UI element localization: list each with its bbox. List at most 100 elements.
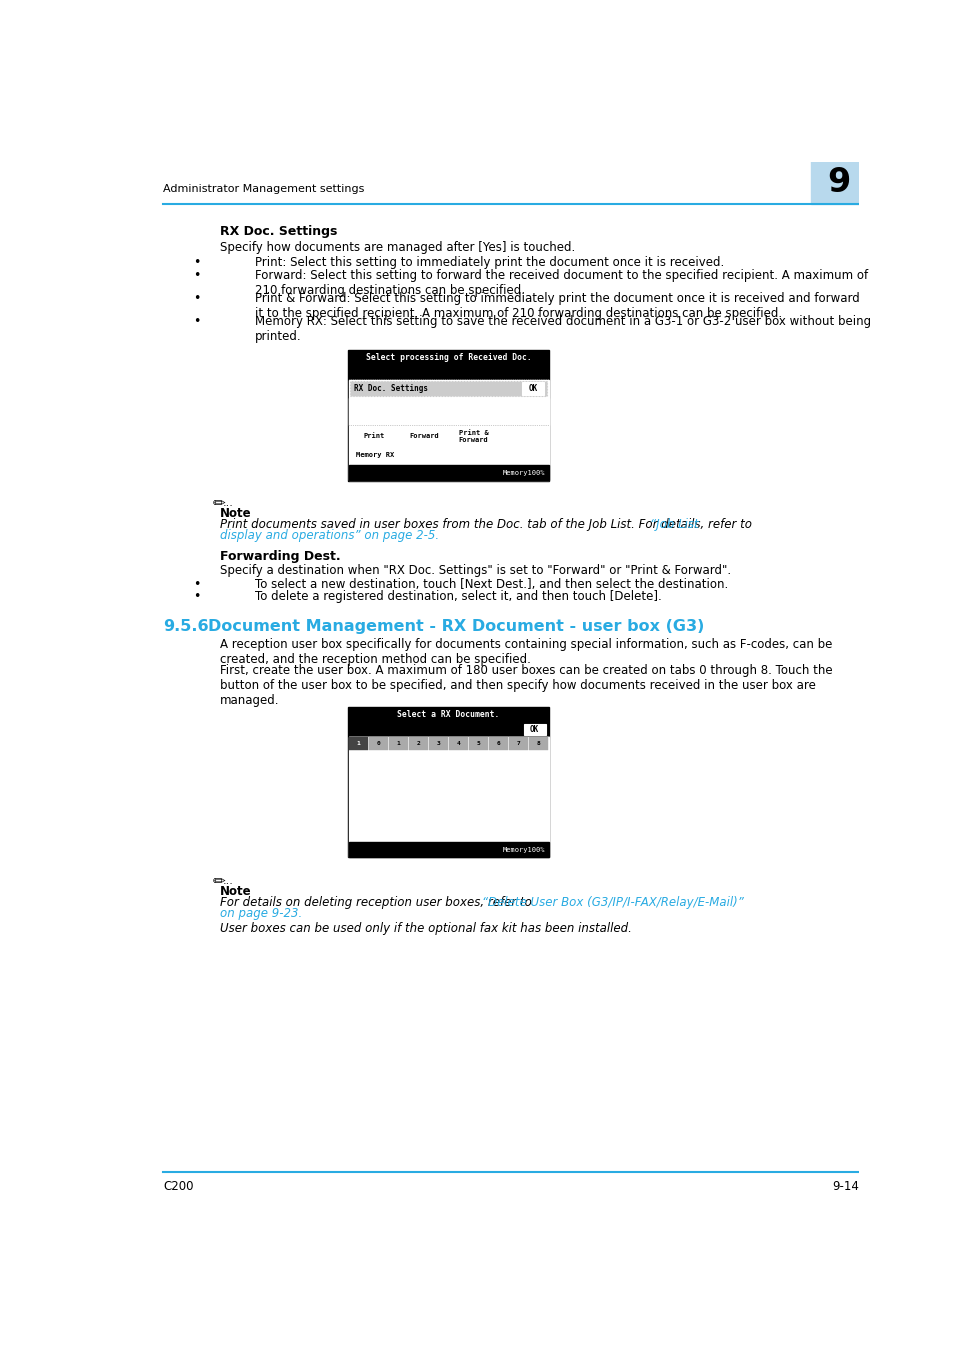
Text: •: •: [193, 292, 200, 305]
Bar: [499, 780, 548, 794]
Text: Print & Forward: Select this setting to immediately print the document once it i: Print & Forward: Select this setting to …: [254, 292, 859, 320]
Bar: [428, 737, 448, 749]
Text: Select processing of Received Doc.: Select processing of Received Doc.: [365, 354, 531, 362]
Text: Utility/Counter: Utility/Counter: [353, 370, 421, 379]
Text: Note: Note: [220, 508, 252, 520]
Text: Print &
Forward: Print & Forward: [458, 429, 488, 443]
Bar: [508, 737, 528, 749]
Bar: [348, 707, 549, 857]
Text: 8: 8: [537, 741, 540, 745]
Text: To delete a registered destination, select it, and then touch [Delete].: To delete a registered destination, sele…: [254, 590, 661, 603]
Bar: [499, 765, 548, 779]
Text: •: •: [193, 256, 200, 269]
Bar: [351, 751, 399, 764]
Text: Specify how documents are managed after [Yes] is touched.: Specify how documents are managed after …: [220, 242, 575, 254]
Bar: [348, 398, 548, 425]
Bar: [408, 737, 428, 749]
Bar: [450, 780, 498, 794]
Bar: [448, 737, 468, 749]
Bar: [400, 765, 449, 779]
Bar: [450, 765, 498, 779]
Text: 4: 4: [456, 741, 460, 745]
Text: 7: 7: [517, 741, 520, 745]
Bar: [351, 810, 399, 822]
Bar: [450, 795, 498, 809]
Bar: [450, 428, 497, 444]
Bar: [348, 737, 368, 749]
Text: Specify a destination when "RX Doc. Settings" is set to "Forward" or "Print & Fo: Specify a destination when "RX Doc. Sett…: [220, 564, 730, 576]
Bar: [400, 780, 449, 794]
Text: Forwarding Dest.: Forwarding Dest.: [220, 549, 340, 563]
Text: •: •: [193, 316, 200, 328]
Text: 6: 6: [497, 741, 500, 745]
Text: 1: 1: [396, 741, 400, 745]
Text: 5: 5: [476, 741, 480, 745]
Bar: [400, 751, 449, 764]
Text: To select a new destination, touch [Next Dest.], and then select the destination: To select a new destination, touch [Next…: [254, 578, 727, 591]
Text: ...: ...: [223, 876, 233, 886]
Bar: [521, 382, 543, 394]
Text: ✏: ✏: [212, 497, 225, 512]
Bar: [499, 751, 548, 764]
Bar: [351, 795, 399, 809]
Text: ✏: ✏: [212, 875, 225, 890]
Text: 9.5.6: 9.5.6: [163, 620, 209, 634]
Bar: [351, 765, 399, 779]
Bar: [468, 737, 488, 749]
Text: For details on deleting reception user boxes, refer to: For details on deleting reception user b…: [220, 896, 535, 909]
Text: RX Doc. Settings: RX Doc. Settings: [220, 225, 337, 238]
Text: OK: OK: [530, 725, 538, 734]
Bar: [351, 447, 398, 462]
Text: Select a RX Document.: Select a RX Document.: [397, 710, 499, 720]
Text: Memory100%: Memory100%: [502, 846, 545, 853]
Bar: [523, 724, 545, 734]
Text: Print: Print: [363, 433, 384, 439]
Bar: [450, 810, 498, 822]
Bar: [351, 428, 397, 444]
Text: on page 9-23.: on page 9-23.: [220, 907, 302, 919]
Text: Memory RX: Select this setting to save the received document in a G3-1 or G3-2 u: Memory RX: Select this setting to save t…: [254, 316, 870, 343]
Text: 2: 2: [416, 741, 420, 745]
Text: User boxes can be used only if the optional fax kit has been installed.: User boxes can be used only if the optio…: [220, 922, 631, 936]
Text: “Delete User Box (G3/IP/I-FAX/Relay/E-Mail)”: “Delete User Box (G3/IP/I-FAX/Relay/E-Ma…: [481, 896, 743, 909]
Text: Memory RX: Memory RX: [355, 452, 394, 458]
Bar: [810, 161, 864, 204]
Text: 1: 1: [356, 741, 360, 745]
Bar: [499, 795, 548, 809]
Text: Print: Select this setting to immediately print the document once it is received: Print: Select this setting to immediatel…: [254, 256, 723, 269]
Text: A reception user box specifically for documents containing special information, : A reception user box specifically for do…: [220, 637, 832, 666]
Bar: [488, 737, 508, 749]
Text: display and operations” on page 2-5.: display and operations” on page 2-5.: [220, 528, 438, 541]
Bar: [350, 381, 546, 396]
Text: ...: ...: [223, 498, 233, 508]
Text: 0: 0: [376, 741, 380, 745]
Text: RX Doc. Settings: RX Doc. Settings: [354, 383, 428, 393]
Text: Document Management - RX Document - user box (G3): Document Management - RX Document - user…: [208, 620, 704, 634]
Text: OK: OK: [528, 383, 537, 393]
Text: 9: 9: [826, 166, 849, 200]
Bar: [499, 810, 548, 822]
Text: 9-14: 9-14: [832, 1180, 859, 1192]
Text: Administrator Management settings: Administrator Management settings: [163, 184, 364, 194]
Text: Forward: Forward: [409, 433, 438, 439]
Text: RX Document: RX Document: [353, 725, 403, 734]
Bar: [400, 810, 449, 822]
Text: •: •: [193, 590, 200, 603]
Text: C200: C200: [163, 1180, 193, 1192]
Bar: [348, 737, 548, 856]
Bar: [400, 795, 449, 809]
Bar: [528, 737, 548, 749]
Text: Print documents saved in user boxes from the Doc. tab of the Job List. For detai: Print documents saved in user boxes from…: [220, 518, 755, 531]
Bar: [348, 842, 548, 856]
Bar: [348, 466, 548, 481]
Text: Forward: Select this setting to forward the received document to the specified r: Forward: Select this setting to forward …: [254, 269, 867, 297]
Bar: [400, 428, 447, 444]
Text: First, create the user box. A maximum of 180 user boxes can be created on tabs 0: First, create the user box. A maximum of…: [220, 664, 832, 707]
Bar: [348, 379, 548, 481]
Text: •: •: [193, 269, 200, 282]
Bar: [450, 751, 498, 764]
Bar: [368, 737, 388, 749]
Text: Memory100%: Memory100%: [502, 470, 545, 477]
Bar: [388, 737, 408, 749]
Text: •: •: [193, 578, 200, 591]
